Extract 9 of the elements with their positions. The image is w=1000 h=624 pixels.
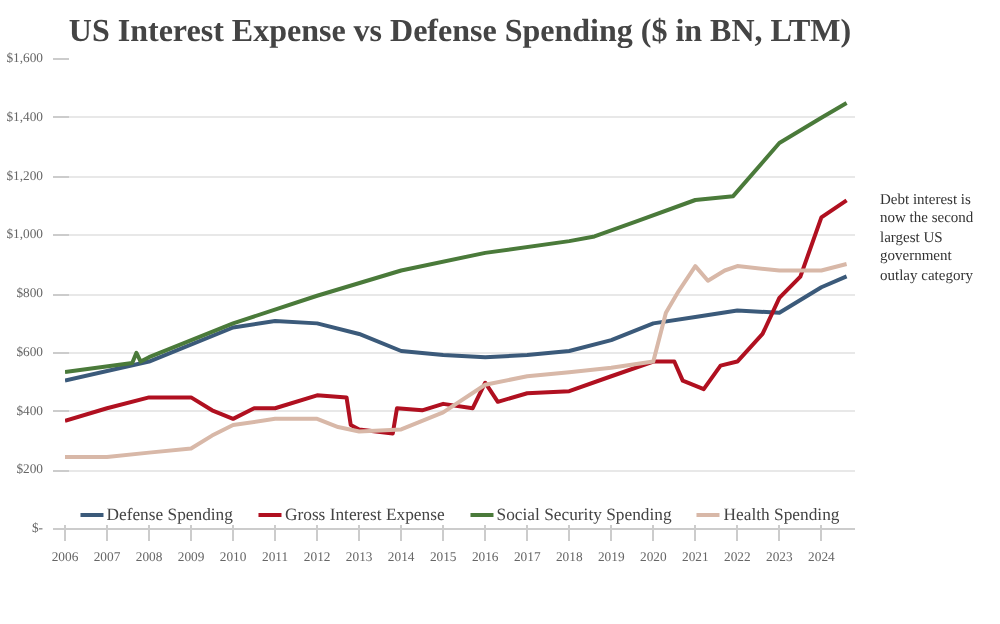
legend-label: Social Security Spending	[496, 504, 672, 524]
line-series	[65, 274, 849, 383]
line-series	[65, 262, 849, 460]
line-series	[65, 101, 849, 375]
legend-label: Gross Interest Expense	[284, 504, 445, 524]
legend-label: Health Spending	[723, 504, 840, 524]
chart-title: US Interest Expense vs Defense Spending ($ in BN, LTM)	[68, 15, 852, 49]
legend-label: Defense Spending	[106, 504, 233, 524]
line-series	[65, 198, 849, 436]
